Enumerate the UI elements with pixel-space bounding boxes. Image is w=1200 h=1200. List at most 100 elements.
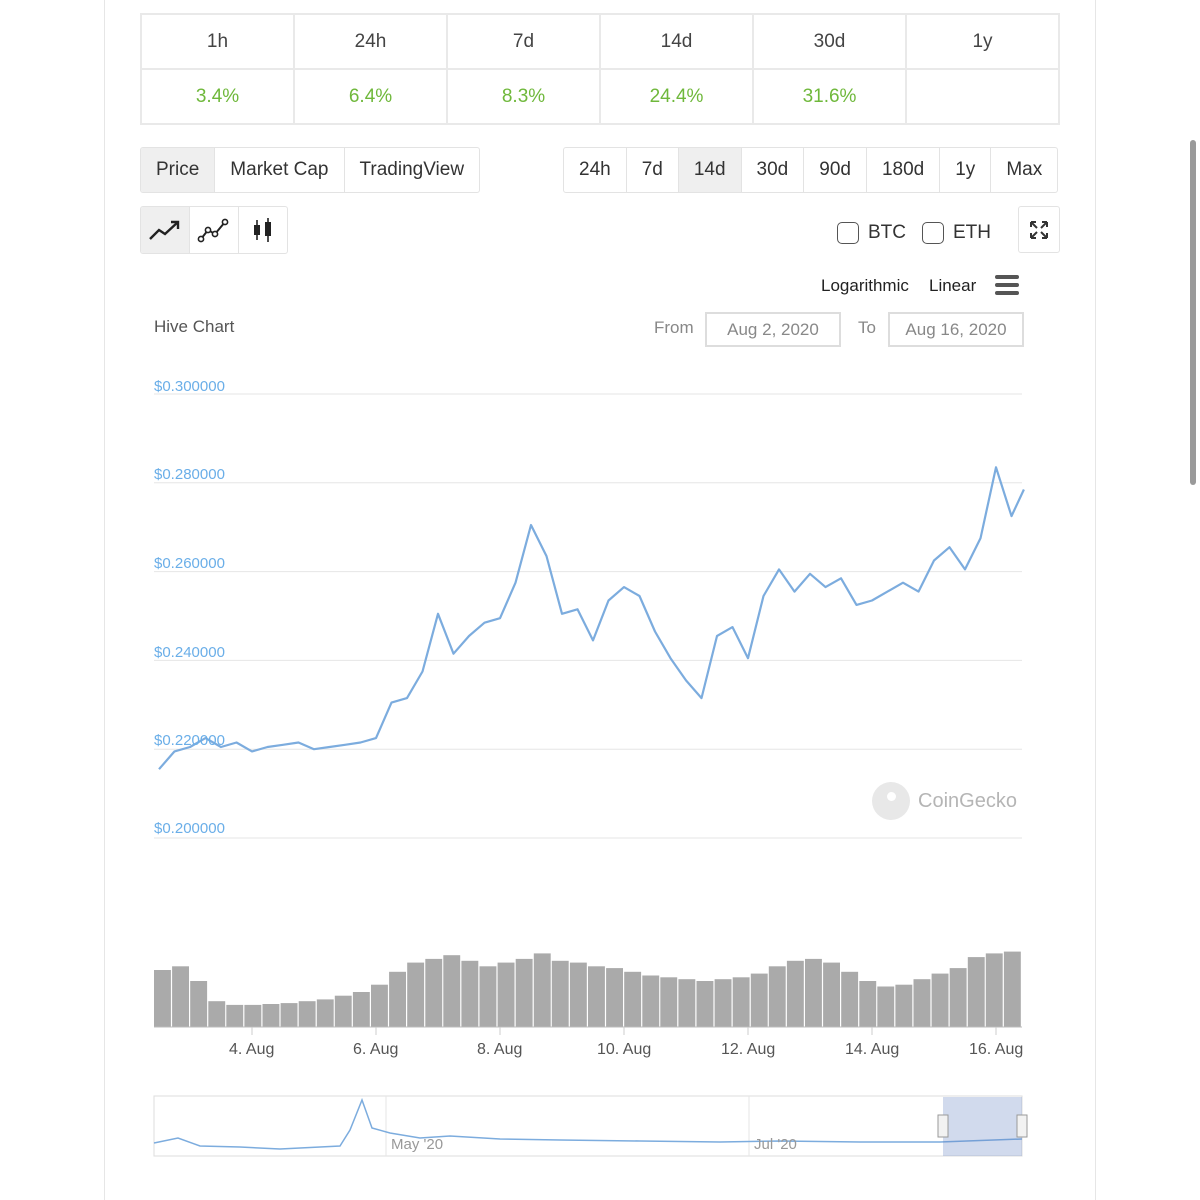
tab-price[interactable]: Price — [141, 148, 216, 192]
eth-checkbox[interactable] — [922, 222, 944, 244]
chart-type-tabs: Price Market Cap TradingView — [140, 147, 481, 193]
change-value-7d: 8.3% — [446, 68, 601, 125]
change-header-1y: 1y — [905, 13, 1060, 70]
volume-bar — [334, 995, 352, 1027]
volume-bar — [696, 981, 714, 1027]
to-date-input[interactable]: Aug 16, 2020 — [888, 312, 1024, 347]
volume-bar — [678, 979, 696, 1027]
volume-bar — [985, 953, 1003, 1027]
navigator-handle-left — [937, 1114, 949, 1138]
volume-bar — [443, 955, 461, 1027]
change-header-14d: 14d — [599, 13, 754, 70]
volume-bar — [425, 958, 443, 1027]
volume-bar — [551, 960, 569, 1027]
volume-bar — [841, 971, 859, 1027]
volume-bar — [461, 960, 479, 1027]
volume-bar — [154, 970, 171, 1027]
points-style-button[interactable] — [190, 207, 239, 253]
volume-bar — [407, 962, 425, 1027]
tab-tradingview[interactable]: TradingView — [359, 159, 465, 180]
candlestick-style-button[interactable] — [239, 207, 287, 253]
btc-checkbox[interactable] — [837, 222, 859, 244]
range-button-1y[interactable]: 1y — [940, 148, 992, 192]
range-button-90d[interactable]: 90d — [804, 148, 867, 192]
navigator-selection — [943, 1097, 1022, 1156]
volume-bar — [805, 958, 822, 1027]
price-change-table: 1h 24h 7d 14d 30d 1y 3.4% 6.4% 8.3% 24.4… — [140, 13, 1060, 125]
navigator-label: Jul '20 — [754, 1136, 797, 1153]
change-header-30d: 30d — [752, 13, 907, 70]
y-tick-label: $0.300000 — [154, 378, 225, 395]
volume-bar — [823, 962, 840, 1027]
x-tick-label: 6. Aug — [353, 1041, 399, 1058]
scale-linear[interactable]: Linear — [929, 276, 977, 295]
ohlc-points-icon — [197, 218, 229, 243]
y-tick-label: $0.280000 — [154, 466, 225, 483]
x-tick-label: 16. Aug — [969, 1041, 1024, 1058]
volume-bar — [389, 971, 406, 1027]
y-tick-label: $0.240000 — [154, 644, 225, 661]
change-value-1h: 3.4% — [140, 68, 295, 125]
navigator-label: May '20 — [391, 1136, 444, 1153]
volume-bar — [208, 1001, 226, 1027]
chart-title: Hive Chart — [154, 317, 235, 336]
coingecko-watermark: CoinGecko — [872, 782, 1017, 820]
range-button-max[interactable]: Max — [1006, 159, 1043, 180]
x-tick-label: 8. Aug — [477, 1041, 523, 1058]
navigator-frame — [153, 1095, 1023, 1157]
change-header-1h: 1h — [140, 13, 295, 70]
volume-bar — [660, 977, 678, 1027]
compare-eth-toggle[interactable]: ETH — [922, 222, 991, 244]
line-chart-icon — [149, 220, 180, 240]
change-value-24h: 6.4% — [293, 68, 448, 125]
volume-bar — [913, 979, 931, 1027]
volume-bar — [569, 962, 587, 1027]
volume-bar — [298, 1001, 316, 1027]
tab-market-cap[interactable]: Market Cap — [215, 148, 345, 192]
compare-btc-toggle[interactable]: BTC — [837, 222, 906, 244]
from-label: From — [654, 318, 694, 337]
navigator-line — [153, 1097, 1023, 1150]
page-scrollbar[interactable] — [1190, 140, 1196, 485]
volume-bar — [226, 1004, 244, 1027]
x-tick-label: 12. Aug — [721, 1041, 776, 1058]
range-button-14d[interactable]: 14d — [678, 148, 742, 192]
volume-bar — [316, 999, 334, 1027]
change-header-7d: 7d — [446, 13, 601, 70]
volume-bar — [642, 975, 660, 1027]
range-button-180d[interactable]: 180d — [867, 148, 941, 192]
volume-bar — [895, 984, 913, 1027]
watermark-text: CoinGecko — [918, 789, 1017, 812]
eth-label: ETH — [953, 222, 991, 243]
from-date-input[interactable]: Aug 2, 2020 — [705, 312, 841, 347]
panel-border-left — [104, 0, 105, 1200]
range-button-7d[interactable]: 7d — [627, 148, 679, 192]
volume-bar — [262, 1004, 280, 1027]
volume-bar — [714, 979, 732, 1027]
volume-bar — [786, 960, 804, 1027]
volume-bar — [588, 966, 605, 1027]
line-style-button[interactable] — [141, 207, 190, 253]
gecko-logo-icon — [872, 782, 910, 820]
x-tick-label: 10. Aug — [597, 1041, 652, 1058]
range-button-24h[interactable]: 24h — [564, 148, 627, 192]
volume-bar — [1003, 951, 1021, 1027]
volume-bar — [479, 966, 497, 1027]
expand-icon — [1030, 220, 1048, 239]
volume-bar — [967, 957, 985, 1027]
scale-logarithmic[interactable]: Logarithmic — [821, 276, 909, 295]
volume-bar — [190, 981, 208, 1027]
navigator-handle-right — [1016, 1114, 1028, 1138]
volume-bar — [280, 1003, 298, 1027]
chart-menu-icon[interactable] — [995, 275, 1019, 299]
volume-bar — [352, 992, 370, 1027]
fullscreen-button[interactable] — [1018, 206, 1060, 253]
volume-bar — [768, 966, 786, 1027]
btc-label: BTC — [868, 222, 906, 243]
y-tick-label: $0.220000 — [154, 732, 225, 749]
change-value-14d: 24.4% — [599, 68, 754, 125]
range-button-30d[interactable]: 30d — [742, 148, 805, 192]
panel-border-right — [1095, 0, 1096, 1200]
volume-bar — [949, 968, 967, 1027]
